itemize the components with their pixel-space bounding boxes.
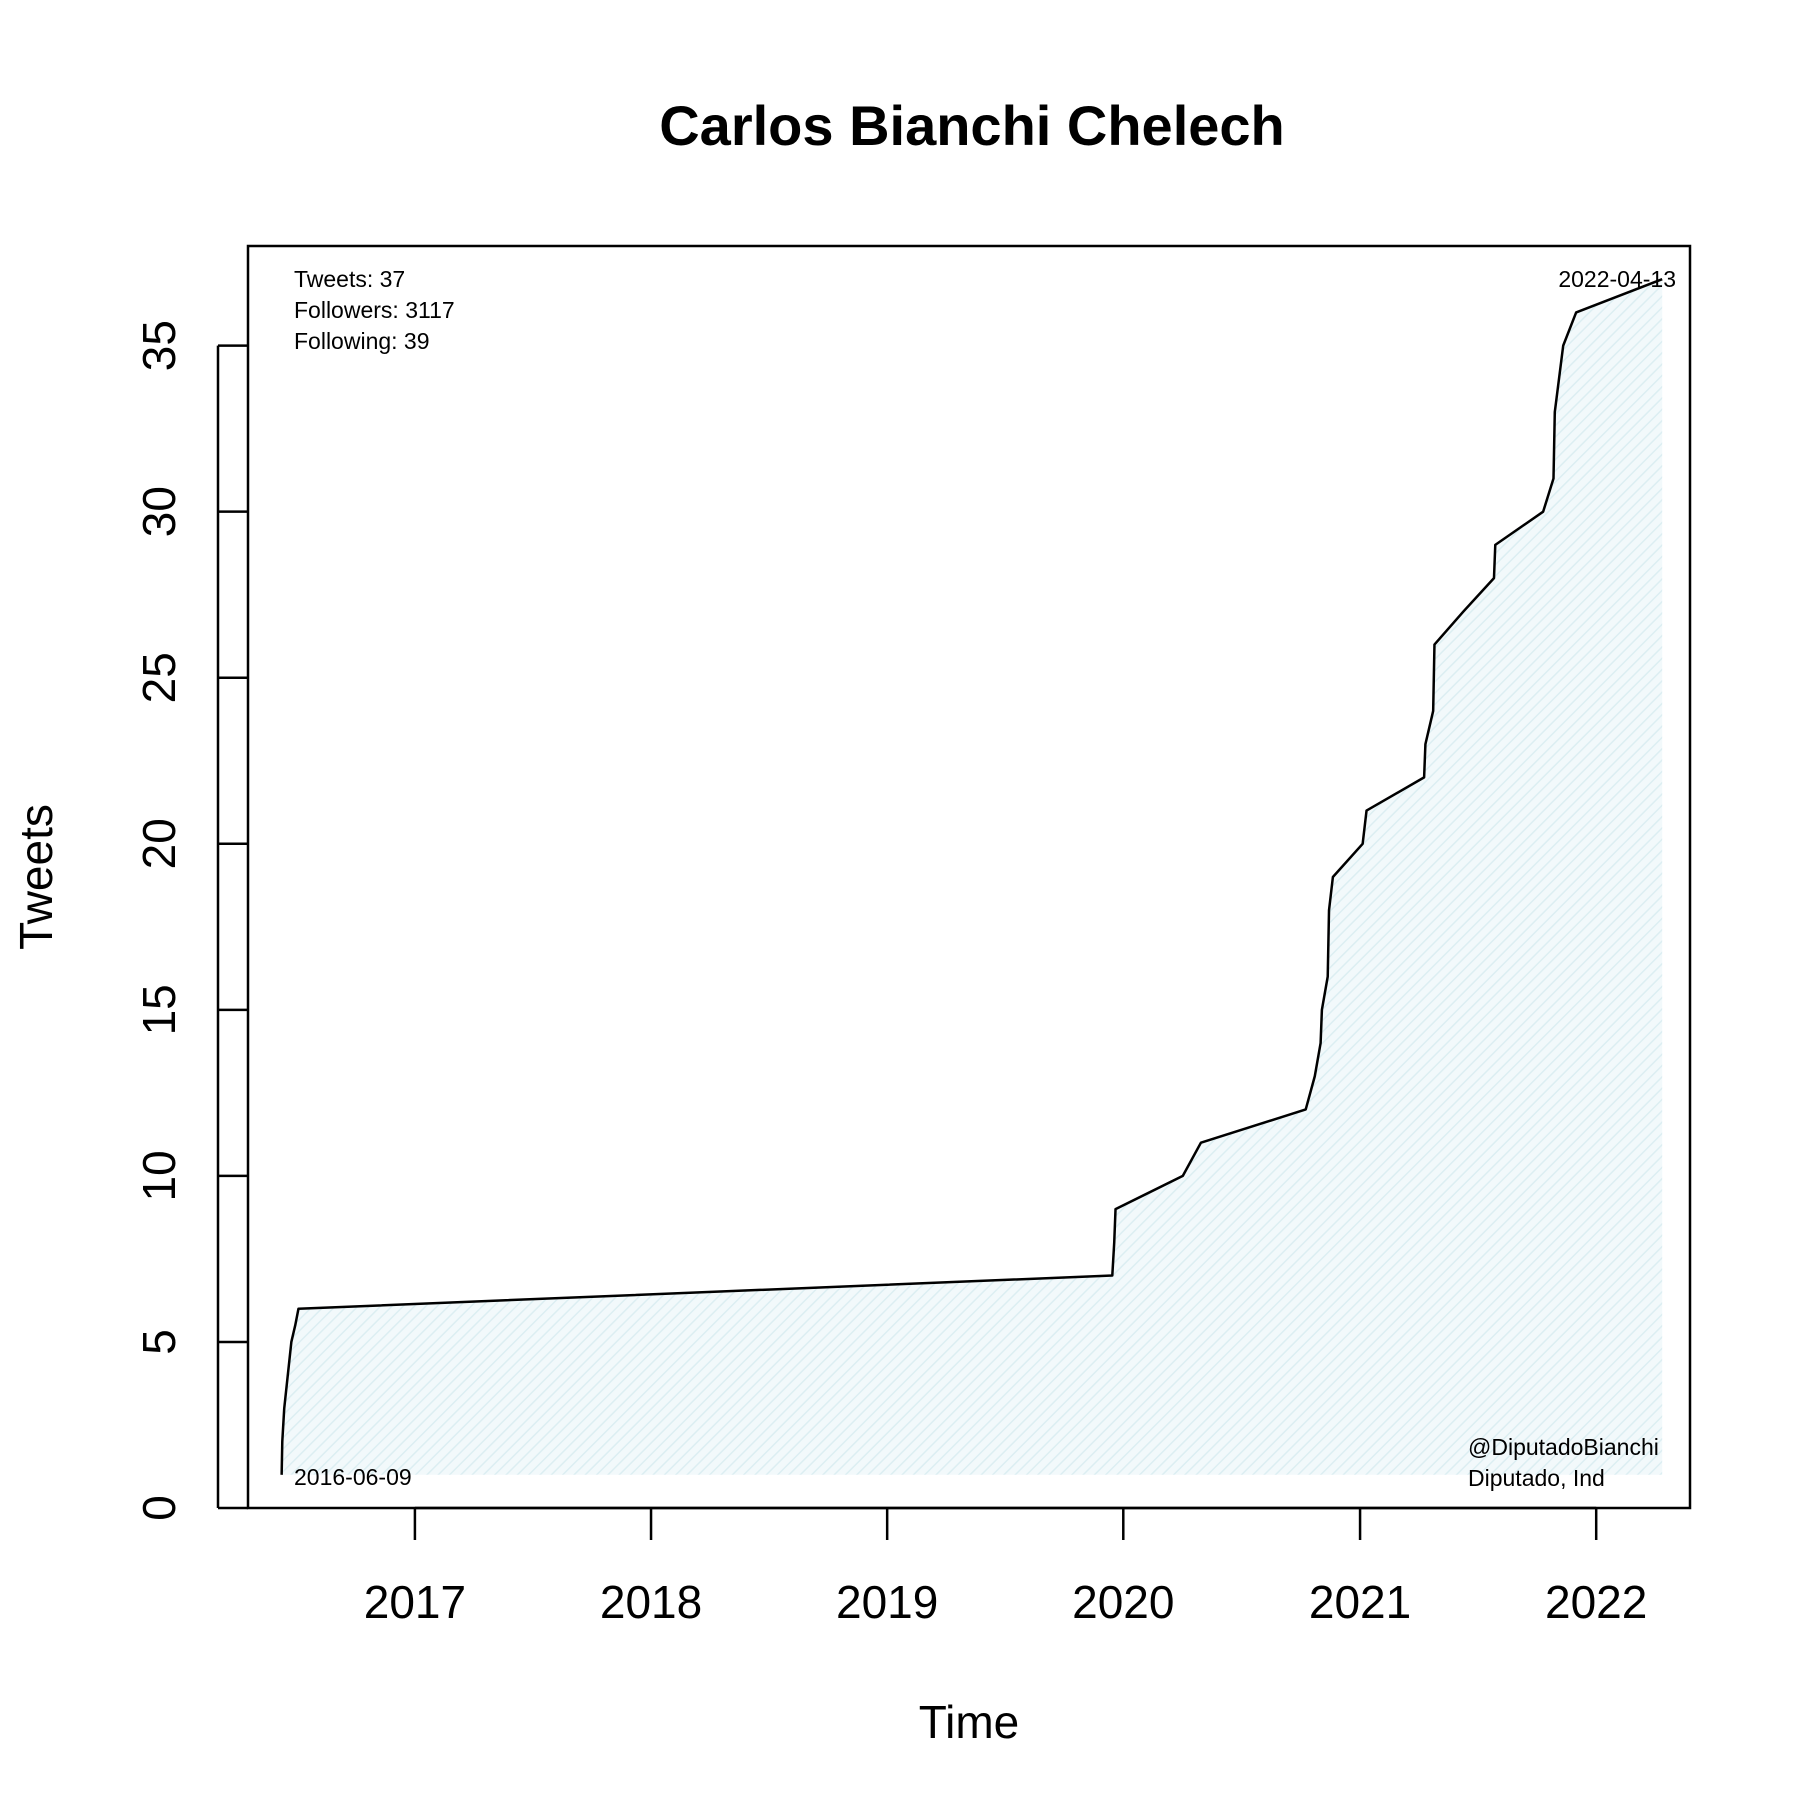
stats-followers: Followers: 3117 (294, 297, 455, 323)
y-tick-label: 0 (133, 1495, 185, 1521)
y-tick-label: 35 (133, 320, 185, 371)
x-tick-label: 2017 (364, 1576, 466, 1628)
x-tick-label: 2018 (600, 1576, 702, 1628)
start-date-label: 2016-06-09 (294, 1464, 412, 1490)
y-tick-label: 30 (133, 486, 185, 537)
x-axis-title: Time (919, 1696, 1020, 1748)
stats-following: Following: 39 (294, 328, 430, 354)
y-tick-label: 5 (133, 1329, 185, 1355)
y-tick-label: 25 (133, 652, 185, 703)
y-axis: 0 5 10 15 20 25 30 35 (133, 320, 248, 1521)
x-tick-label: 2022 (1545, 1576, 1647, 1628)
series-area-fill (281, 279, 1663, 1475)
y-tick-label: 15 (133, 984, 185, 1035)
chart-title: Carlos Bianchi Chelech (659, 94, 1285, 157)
end-date-label: 2022-04-13 (1558, 266, 1676, 292)
x-tick-label: 2020 (1072, 1576, 1174, 1628)
y-axis-title: Tweets (10, 804, 62, 950)
plot-area (280, 278, 1663, 1475)
x-tick-label: 2021 (1309, 1576, 1411, 1628)
stats-tweets: Tweets: 37 (294, 266, 405, 292)
account-handle: @DiputadoBianchi (1468, 1434, 1659, 1460)
account-role: Diputado, Ind (1468, 1465, 1605, 1491)
y-tick-label: 20 (133, 818, 185, 869)
series-line (280, 278, 1663, 1475)
y-tick-label: 10 (133, 1150, 185, 1201)
x-tick-label: 2019 (836, 1576, 938, 1628)
x-axis: 2017 2018 2019 2020 2021 2022 (364, 1506, 1647, 1628)
stats-block: Tweets: 37 Followers: 3117 Following: 39 (294, 266, 455, 354)
